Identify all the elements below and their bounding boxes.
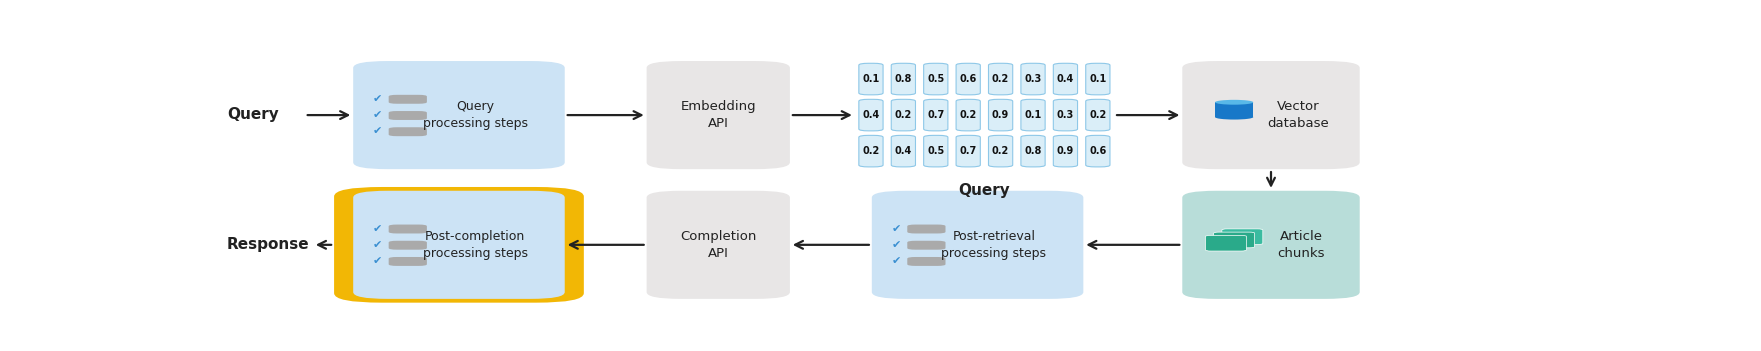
Text: 0.7: 0.7 (960, 146, 977, 156)
Text: ✔: ✔ (373, 126, 382, 136)
FancyBboxPatch shape (891, 99, 916, 131)
Ellipse shape (1215, 100, 1254, 105)
Text: Vector
database: Vector database (1268, 100, 1330, 130)
Text: 0.3: 0.3 (1025, 74, 1043, 84)
Text: ✔: ✔ (373, 256, 382, 266)
Text: 0.1: 0.1 (1090, 74, 1106, 84)
FancyBboxPatch shape (1053, 63, 1078, 95)
Text: 0.4: 0.4 (863, 110, 879, 120)
FancyBboxPatch shape (907, 225, 946, 233)
Text: ✔: ✔ (373, 240, 382, 250)
Text: Article
chunks: Article chunks (1277, 230, 1324, 260)
FancyBboxPatch shape (1021, 135, 1044, 167)
FancyBboxPatch shape (1182, 61, 1359, 169)
Text: 0.1: 0.1 (1025, 110, 1043, 120)
Text: ✔: ✔ (891, 256, 902, 266)
FancyBboxPatch shape (988, 63, 1013, 95)
Text: 0.9: 0.9 (1057, 146, 1074, 156)
FancyBboxPatch shape (907, 257, 946, 266)
Text: ✔: ✔ (373, 94, 382, 104)
FancyBboxPatch shape (859, 135, 882, 167)
FancyBboxPatch shape (389, 111, 426, 120)
FancyBboxPatch shape (354, 61, 565, 169)
FancyBboxPatch shape (1182, 191, 1359, 299)
Text: 0.6: 0.6 (1090, 146, 1106, 156)
FancyBboxPatch shape (956, 135, 981, 167)
Text: Completion
API: Completion API (680, 230, 757, 260)
Bar (1215, 102, 1254, 117)
FancyBboxPatch shape (1087, 99, 1109, 131)
FancyBboxPatch shape (354, 191, 565, 299)
FancyBboxPatch shape (988, 135, 1013, 167)
FancyBboxPatch shape (1213, 232, 1254, 248)
FancyBboxPatch shape (925, 63, 947, 95)
Text: 0.2: 0.2 (991, 74, 1009, 84)
Ellipse shape (1215, 115, 1254, 120)
Text: Post-retrieval
processing steps: Post-retrieval processing steps (942, 230, 1046, 260)
Text: 0.3: 0.3 (1057, 110, 1074, 120)
Text: 0.4: 0.4 (1057, 74, 1074, 84)
Text: Embedding
API: Embedding API (680, 100, 755, 130)
Text: 0.6: 0.6 (960, 74, 977, 84)
Text: Query: Query (227, 107, 278, 122)
FancyBboxPatch shape (891, 63, 916, 95)
FancyBboxPatch shape (925, 135, 947, 167)
Text: ✔: ✔ (373, 224, 382, 234)
Text: 0.7: 0.7 (926, 110, 944, 120)
Text: Query
processing steps: Query processing steps (423, 100, 528, 130)
FancyBboxPatch shape (988, 99, 1013, 131)
FancyBboxPatch shape (389, 241, 426, 250)
FancyBboxPatch shape (389, 257, 426, 266)
FancyBboxPatch shape (891, 135, 916, 167)
Text: Response: Response (227, 237, 310, 252)
FancyBboxPatch shape (1053, 99, 1078, 131)
Text: 0.2: 0.2 (1090, 110, 1106, 120)
FancyBboxPatch shape (1206, 236, 1247, 251)
Text: 0.2: 0.2 (991, 146, 1009, 156)
Text: 0.8: 0.8 (1025, 146, 1043, 156)
FancyBboxPatch shape (389, 225, 426, 233)
FancyBboxPatch shape (859, 63, 882, 95)
FancyBboxPatch shape (1053, 135, 1078, 167)
FancyBboxPatch shape (1087, 63, 1109, 95)
Text: 0.8: 0.8 (895, 74, 912, 84)
FancyBboxPatch shape (956, 99, 981, 131)
Text: 0.2: 0.2 (960, 110, 977, 120)
FancyBboxPatch shape (389, 127, 426, 136)
Text: 0.9: 0.9 (991, 110, 1009, 120)
Text: ✔: ✔ (373, 110, 382, 120)
Text: Query: Query (958, 183, 1011, 198)
Text: 0.4: 0.4 (895, 146, 912, 156)
FancyBboxPatch shape (956, 63, 981, 95)
FancyBboxPatch shape (859, 99, 882, 131)
FancyBboxPatch shape (335, 187, 585, 303)
Text: Post-completion
processing steps: Post-completion processing steps (423, 230, 528, 260)
FancyBboxPatch shape (646, 61, 791, 169)
Text: 0.2: 0.2 (863, 146, 879, 156)
FancyBboxPatch shape (907, 241, 946, 250)
FancyBboxPatch shape (1021, 99, 1044, 131)
Text: ✔: ✔ (891, 240, 902, 250)
FancyBboxPatch shape (1021, 63, 1044, 95)
FancyBboxPatch shape (925, 99, 947, 131)
Text: 0.2: 0.2 (895, 110, 912, 120)
Text: 0.5: 0.5 (926, 146, 944, 156)
Text: ✔: ✔ (891, 224, 902, 234)
FancyBboxPatch shape (1222, 229, 1263, 245)
FancyBboxPatch shape (646, 191, 791, 299)
FancyBboxPatch shape (872, 191, 1083, 299)
Text: 0.5: 0.5 (926, 74, 944, 84)
FancyBboxPatch shape (389, 95, 426, 104)
Text: 0.1: 0.1 (863, 74, 879, 84)
FancyBboxPatch shape (1087, 135, 1109, 167)
